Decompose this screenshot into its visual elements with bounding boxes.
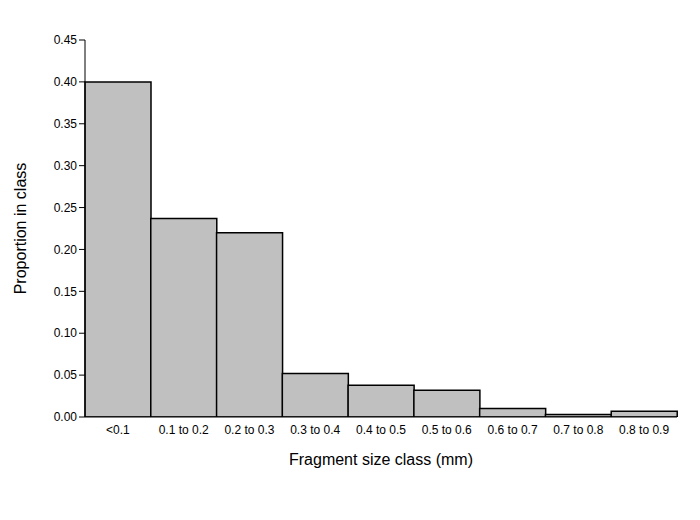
svg-text:0.2 to 0.3: 0.2 to 0.3 bbox=[224, 423, 274, 437]
svg-text:0.7 to 0.8: 0.7 to 0.8 bbox=[553, 423, 603, 437]
svg-text:0.40: 0.40 bbox=[54, 75, 78, 89]
svg-text:0.10: 0.10 bbox=[54, 326, 78, 340]
svg-text:0.05: 0.05 bbox=[54, 368, 78, 382]
svg-text:Proportion in class: Proportion in class bbox=[12, 163, 29, 295]
svg-text:0.25: 0.25 bbox=[54, 201, 78, 215]
svg-text:0.20: 0.20 bbox=[54, 243, 78, 257]
svg-text:0.8 to 0.9: 0.8 to 0.9 bbox=[619, 423, 669, 437]
svg-text:0.5 to 0.6: 0.5 to 0.6 bbox=[422, 423, 472, 437]
svg-text:0.35: 0.35 bbox=[54, 117, 78, 131]
svg-text:0.4 to 0.5: 0.4 to 0.5 bbox=[356, 423, 406, 437]
svg-text:0.6 to 0.7: 0.6 to 0.7 bbox=[488, 423, 538, 437]
svg-text:0.00: 0.00 bbox=[54, 410, 78, 424]
svg-text:<0.1: <0.1 bbox=[106, 423, 130, 437]
svg-text:0.3 to 0.4: 0.3 to 0.4 bbox=[290, 423, 340, 437]
svg-text:0.30: 0.30 bbox=[54, 159, 78, 173]
svg-text:Fragment size class (mm): Fragment size class (mm) bbox=[289, 451, 473, 468]
svg-text:0.1 to 0.2: 0.1 to 0.2 bbox=[159, 423, 209, 437]
svg-text:0.45: 0.45 bbox=[54, 33, 78, 47]
svg-text:0.15: 0.15 bbox=[54, 285, 78, 299]
